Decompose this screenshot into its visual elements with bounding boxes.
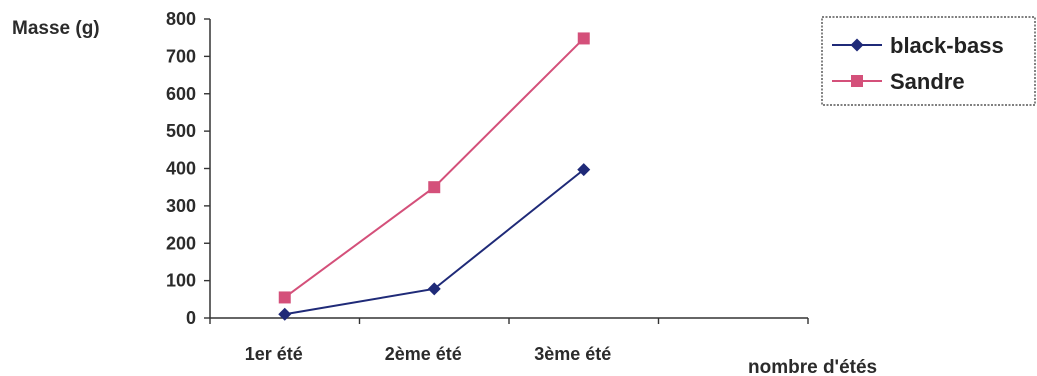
y-tick-label: 200 [166,233,196,253]
y-tick-label: 400 [166,159,196,179]
data-point-marker [278,291,291,304]
y-tick-label: 800 [166,9,196,29]
data-point-marker [427,282,441,296]
y-tick-label: 0 [186,308,196,328]
legend-marker [851,75,863,87]
series-black-bass [278,163,591,321]
data-point-marker [577,32,590,45]
x-axis-ticks: 1er été 2ème été 3ème été [209,318,809,364]
y-tick-label: 700 [166,46,196,66]
legend-item: black-bass [832,33,1004,58]
legend-label: Sandre [890,69,965,94]
legend-marker [850,38,864,52]
y-axis-title: Masse (g) [12,18,100,39]
x-tick-label: 1er été [245,344,303,364]
y-tick-label: 600 [166,84,196,104]
y-axis-ticks: 0 100 200 300 400 500 600 700 800 [166,9,210,328]
legend: black-bass Sandre [821,16,1036,106]
y-tick-label: 100 [166,271,196,291]
axes [209,19,808,319]
x-tick-label: 2ème été [385,344,462,364]
data-point-marker [278,307,292,321]
y-tick-label: 300 [166,196,196,216]
x-tick-label: 3ème été [534,344,611,364]
x-axis-title: nombre d'étés [748,357,877,376]
series-line [284,37,585,299]
legend-item: Sandre [832,69,965,94]
series-sandre [278,32,590,304]
y-tick-label: 500 [166,121,196,141]
legend-box [821,16,1036,106]
data-point-marker [577,163,591,177]
legend-label: black-bass [890,33,1004,58]
series-layer [278,32,591,321]
data-point-marker [428,181,441,194]
